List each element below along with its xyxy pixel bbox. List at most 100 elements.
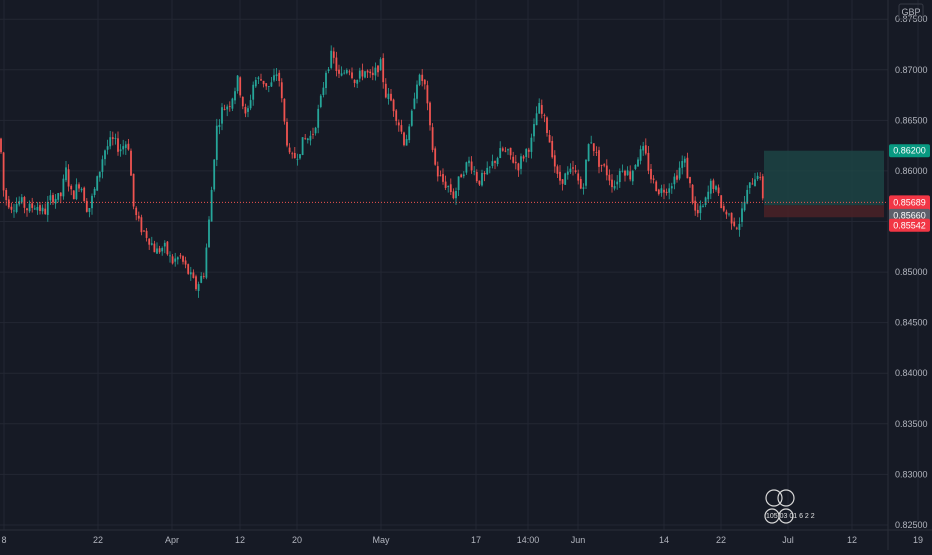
candle bbox=[600, 164, 603, 172]
candle-body bbox=[509, 147, 512, 156]
candle-body bbox=[382, 58, 385, 83]
candle bbox=[309, 130, 312, 146]
stop-price-tag-bg bbox=[889, 218, 930, 232]
candle-body bbox=[145, 230, 148, 238]
candle bbox=[556, 164, 559, 179]
candle-body bbox=[759, 177, 762, 178]
candle bbox=[59, 192, 62, 204]
candle bbox=[163, 240, 166, 254]
candle-body bbox=[192, 272, 195, 278]
candle-body bbox=[332, 51, 335, 58]
candle bbox=[429, 101, 431, 131]
candle bbox=[676, 169, 678, 183]
y-tick-label: 0.83500 bbox=[895, 419, 928, 429]
candle-body bbox=[208, 219, 210, 248]
candle-body bbox=[18, 201, 21, 205]
candle-body bbox=[634, 164, 637, 169]
currency-badge[interactable]: GBP bbox=[898, 3, 924, 20]
target-price-tag[interactable]: 0.86200 bbox=[889, 144, 930, 158]
candle bbox=[629, 165, 632, 182]
x-tick-label: Jul bbox=[782, 535, 794, 545]
candle-body bbox=[405, 138, 408, 146]
candle-body bbox=[244, 107, 247, 114]
candle bbox=[561, 179, 564, 191]
x-tick-label: 20 bbox=[292, 535, 302, 545]
candle-body bbox=[286, 121, 288, 146]
candle bbox=[137, 211, 140, 222]
candle bbox=[574, 165, 577, 174]
candle-body bbox=[62, 178, 65, 197]
stop-loss-zone[interactable] bbox=[764, 205, 884, 218]
candle-body bbox=[582, 187, 585, 189]
candle-body bbox=[423, 79, 426, 85]
candle bbox=[254, 76, 257, 88]
candle bbox=[618, 168, 621, 188]
candle-body bbox=[41, 207, 44, 212]
candle-body bbox=[551, 140, 554, 158]
candle-body bbox=[533, 124, 535, 137]
candle-body bbox=[260, 79, 262, 81]
candle-body bbox=[150, 243, 153, 245]
candle-body bbox=[499, 148, 502, 159]
candle bbox=[754, 172, 756, 187]
take-profit-zone[interactable] bbox=[764, 150, 884, 206]
candle bbox=[491, 154, 494, 169]
entry-price-tag[interactable]: 0.85660 bbox=[889, 208, 930, 222]
candle bbox=[423, 79, 426, 90]
candle bbox=[439, 170, 442, 177]
time-axis[interactable]: 8 22 Apr 12 20 May 17 14:00 Jun 14 22 Jul 12 19 bbox=[0, 529, 932, 545]
candle-body bbox=[57, 193, 60, 200]
candle bbox=[72, 190, 75, 200]
candle bbox=[218, 119, 221, 135]
y-tick-label: 0.84500 bbox=[895, 318, 928, 328]
candle bbox=[312, 127, 314, 139]
candle-body bbox=[587, 144, 590, 162]
candle bbox=[551, 136, 554, 159]
x-tick-label: 14:00 bbox=[517, 535, 540, 545]
candle bbox=[504, 147, 507, 153]
candle bbox=[624, 169, 626, 182]
candle bbox=[241, 96, 244, 110]
candle-body bbox=[569, 168, 572, 173]
candle bbox=[421, 69, 424, 87]
candle bbox=[761, 173, 764, 201]
candle bbox=[98, 171, 101, 182]
candle bbox=[182, 255, 184, 265]
candle bbox=[470, 156, 473, 174]
candle-body bbox=[449, 184, 452, 192]
entry-price-tag-text: 0.85660 bbox=[893, 210, 926, 220]
candle bbox=[457, 176, 460, 196]
candle-body bbox=[254, 79, 257, 87]
candle-body bbox=[280, 82, 283, 99]
candle bbox=[338, 64, 340, 78]
candle-body bbox=[579, 178, 582, 189]
candle-body bbox=[426, 85, 429, 104]
candle-body bbox=[421, 74, 424, 81]
candle bbox=[213, 158, 216, 192]
candle-body bbox=[465, 162, 468, 173]
candle bbox=[358, 67, 361, 83]
candle bbox=[462, 171, 465, 179]
candle-body bbox=[413, 98, 416, 109]
stop-price-tag[interactable]: 0.85542 bbox=[889, 218, 930, 232]
candle-body bbox=[75, 184, 78, 200]
candle-body bbox=[709, 180, 712, 194]
candle-body bbox=[608, 174, 611, 181]
candle-body bbox=[447, 186, 450, 188]
candle-body bbox=[247, 108, 249, 112]
price-axis[interactable]: 0.875000.870000.865000.860000.855000.850… bbox=[887, 0, 928, 550]
candle bbox=[681, 155, 684, 175]
candle bbox=[613, 180, 616, 191]
candle-body bbox=[624, 170, 626, 176]
candle-body bbox=[353, 79, 356, 84]
candle bbox=[301, 137, 304, 156]
candle-body bbox=[637, 159, 639, 167]
candle-body bbox=[444, 181, 447, 188]
candle bbox=[660, 184, 663, 197]
candle bbox=[210, 186, 213, 222]
candle-body bbox=[364, 71, 366, 78]
candle bbox=[221, 103, 223, 131]
candle-body bbox=[730, 212, 733, 224]
